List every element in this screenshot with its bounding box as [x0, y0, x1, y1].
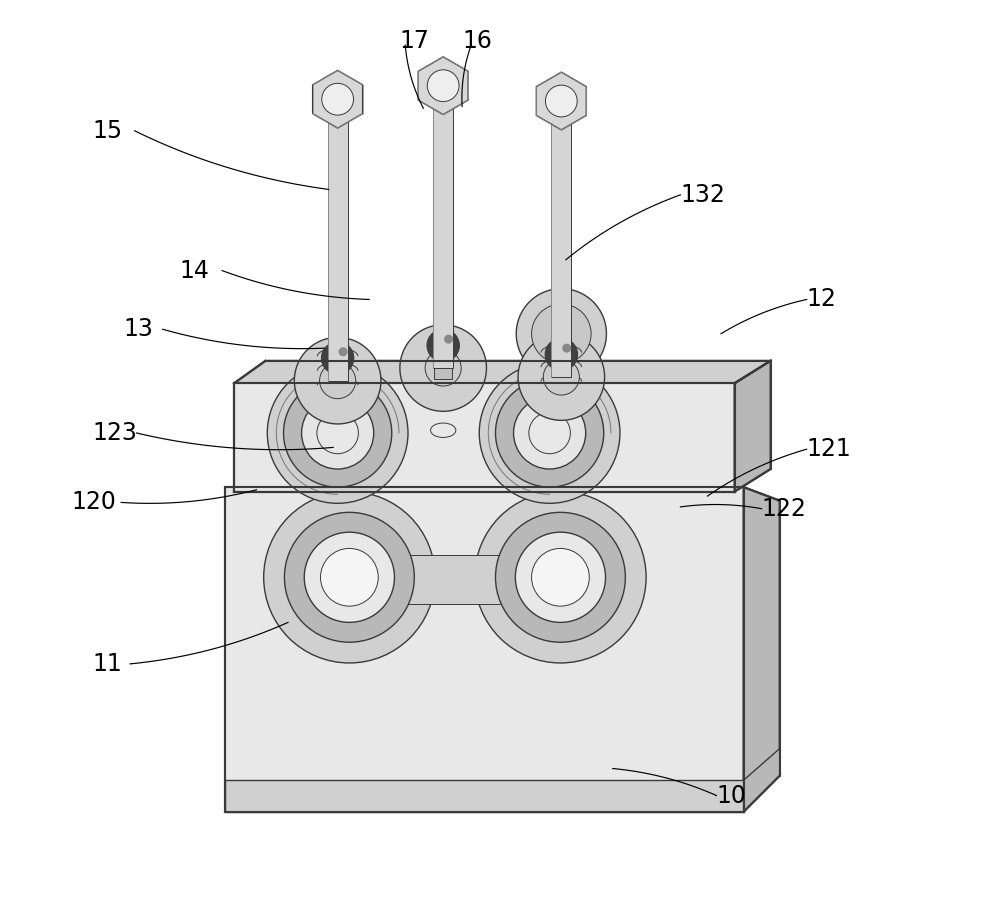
Polygon shape: [744, 749, 780, 812]
Polygon shape: [234, 383, 735, 492]
Polygon shape: [225, 487, 744, 812]
Circle shape: [518, 334, 605, 420]
Text: 16: 16: [462, 29, 492, 52]
Circle shape: [514, 397, 586, 469]
Polygon shape: [735, 456, 771, 492]
Polygon shape: [225, 487, 780, 505]
Text: 122: 122: [762, 497, 806, 520]
Text: 123: 123: [92, 421, 137, 445]
Circle shape: [529, 412, 570, 454]
Text: 10: 10: [716, 784, 746, 807]
Polygon shape: [225, 780, 744, 812]
Circle shape: [304, 532, 394, 622]
Circle shape: [479, 363, 620, 503]
Circle shape: [427, 69, 459, 102]
Circle shape: [427, 329, 459, 362]
Circle shape: [562, 344, 571, 353]
Circle shape: [320, 363, 356, 399]
Polygon shape: [536, 72, 586, 130]
Ellipse shape: [431, 423, 456, 437]
Text: 120: 120: [72, 491, 116, 514]
Circle shape: [400, 325, 486, 411]
Polygon shape: [313, 70, 363, 128]
Text: 12: 12: [807, 288, 837, 311]
Circle shape: [516, 289, 606, 379]
Polygon shape: [551, 124, 571, 377]
Circle shape: [302, 397, 374, 469]
Text: 121: 121: [807, 437, 851, 461]
Circle shape: [264, 492, 435, 663]
Polygon shape: [401, 555, 509, 604]
Circle shape: [284, 512, 414, 642]
Circle shape: [284, 379, 392, 487]
Circle shape: [267, 363, 408, 503]
Polygon shape: [234, 361, 771, 383]
Circle shape: [543, 359, 579, 395]
Circle shape: [532, 548, 589, 606]
Circle shape: [444, 335, 453, 344]
Circle shape: [321, 342, 354, 374]
Text: 15: 15: [92, 119, 122, 143]
Text: 132: 132: [680, 183, 725, 207]
Text: 13: 13: [123, 318, 153, 341]
Circle shape: [321, 548, 378, 606]
Circle shape: [317, 412, 358, 454]
Text: 14: 14: [180, 259, 210, 282]
Circle shape: [475, 492, 646, 663]
Polygon shape: [433, 108, 453, 368]
Circle shape: [515, 532, 606, 622]
Polygon shape: [418, 57, 468, 115]
Circle shape: [425, 350, 461, 386]
Circle shape: [545, 338, 578, 371]
Circle shape: [339, 347, 348, 356]
Text: 17: 17: [399, 29, 429, 52]
Text: 11: 11: [92, 652, 122, 676]
Polygon shape: [328, 122, 348, 381]
Circle shape: [545, 85, 577, 117]
Polygon shape: [234, 478, 735, 492]
Polygon shape: [744, 487, 780, 812]
Circle shape: [495, 379, 604, 487]
Polygon shape: [434, 95, 452, 379]
Circle shape: [322, 83, 354, 115]
Polygon shape: [735, 361, 771, 492]
Circle shape: [294, 337, 381, 424]
Circle shape: [532, 304, 591, 364]
Circle shape: [495, 512, 625, 642]
